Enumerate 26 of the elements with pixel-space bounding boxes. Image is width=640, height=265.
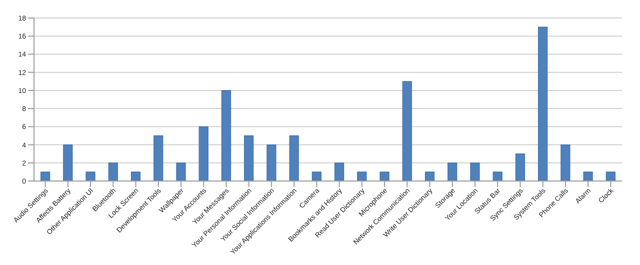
bar [380,172,390,181]
bar [357,172,367,181]
bar [40,172,50,181]
bar [130,172,141,181]
bar [266,144,276,181]
bar [448,162,458,181]
bar [244,135,254,181]
bar [176,162,186,181]
bar [538,26,548,181]
bar [289,135,299,181]
bar [492,172,502,181]
bar [606,172,616,181]
bar [198,126,208,181]
bar [470,162,480,181]
bar [154,135,164,181]
bar [583,172,593,181]
bar [63,144,73,181]
bar [312,172,322,181]
bar [424,172,435,181]
bar [86,172,96,181]
bar [108,162,118,181]
bar [515,154,526,181]
bar [402,81,412,181]
bar [334,162,344,181]
bar [560,144,570,181]
bar [221,90,232,181]
